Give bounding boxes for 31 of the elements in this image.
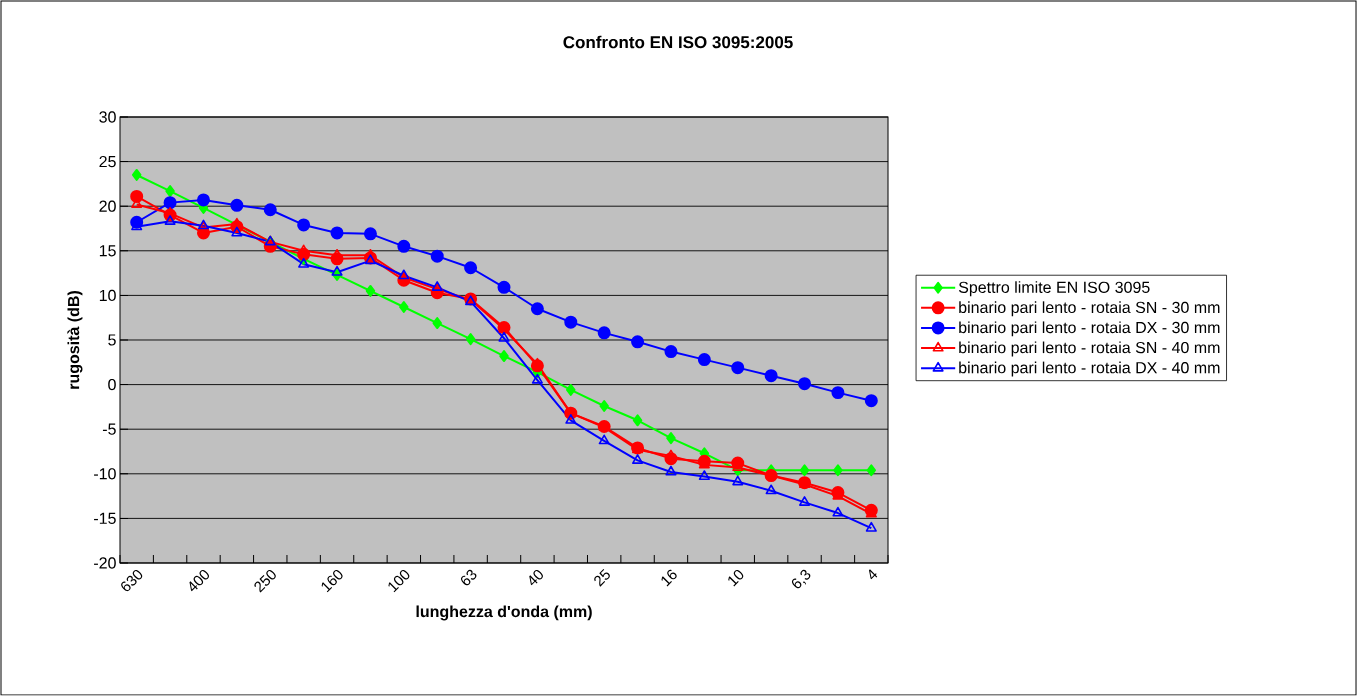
- x-tick-label: 10: [728, 569, 744, 587]
- y-tick-label: -5: [102, 423, 116, 435]
- legend-label: binario pari lento - rotaia DX - 30 mm: [959, 321, 1220, 337]
- y-tick-label: 0: [108, 378, 116, 391]
- legend-label: binario pari lento - rotaia SN - 40 mm: [959, 341, 1220, 357]
- y-axis-title: rugosità (dB): [67, 291, 83, 389]
- y-tick-label: -15: [94, 512, 116, 524]
- x-tick-label: 40: [529, 569, 543, 586]
- y-tick-label: -10: [94, 468, 116, 480]
- y-tick-label: 30: [99, 111, 116, 123]
- x-tick-label: 16: [661, 569, 677, 587]
- x-tick-label: 6,3: [791, 569, 811, 589]
- x-tick-label: 25: [594, 568, 610, 587]
- y-tick-label: -20: [94, 557, 116, 569]
- y-tick-label: 15: [99, 245, 116, 257]
- x-axis-title: lunghezza d'onda (mm): [416, 605, 592, 621]
- legend-label: Spettro limite EN ISO 3095: [958, 281, 1150, 297]
- y-tick-label: 25: [99, 155, 116, 168]
- x-tick-label: 160: [321, 569, 343, 593]
- chart-title: Confronto EN ISO 3095:2005: [563, 35, 793, 49]
- y-tick-label: 5: [108, 334, 116, 346]
- x-tick-label: 250: [254, 569, 276, 593]
- x-tick-label: 100: [388, 569, 410, 593]
- x-tick-label: 400: [189, 569, 210, 592]
- x-tick-label: 4: [869, 569, 878, 580]
- x-tick-label: 63: [460, 569, 477, 586]
- y-tick-label: 20: [99, 200, 116, 212]
- x-tick-label: 630: [121, 569, 143, 592]
- legend-label: binario pari lento - rotaia SN - 30 mm: [959, 301, 1220, 317]
- legend-label: binario pari lento - rotaia DX - 40 mm: [959, 361, 1220, 377]
- y-tick-label: 10: [99, 289, 116, 302]
